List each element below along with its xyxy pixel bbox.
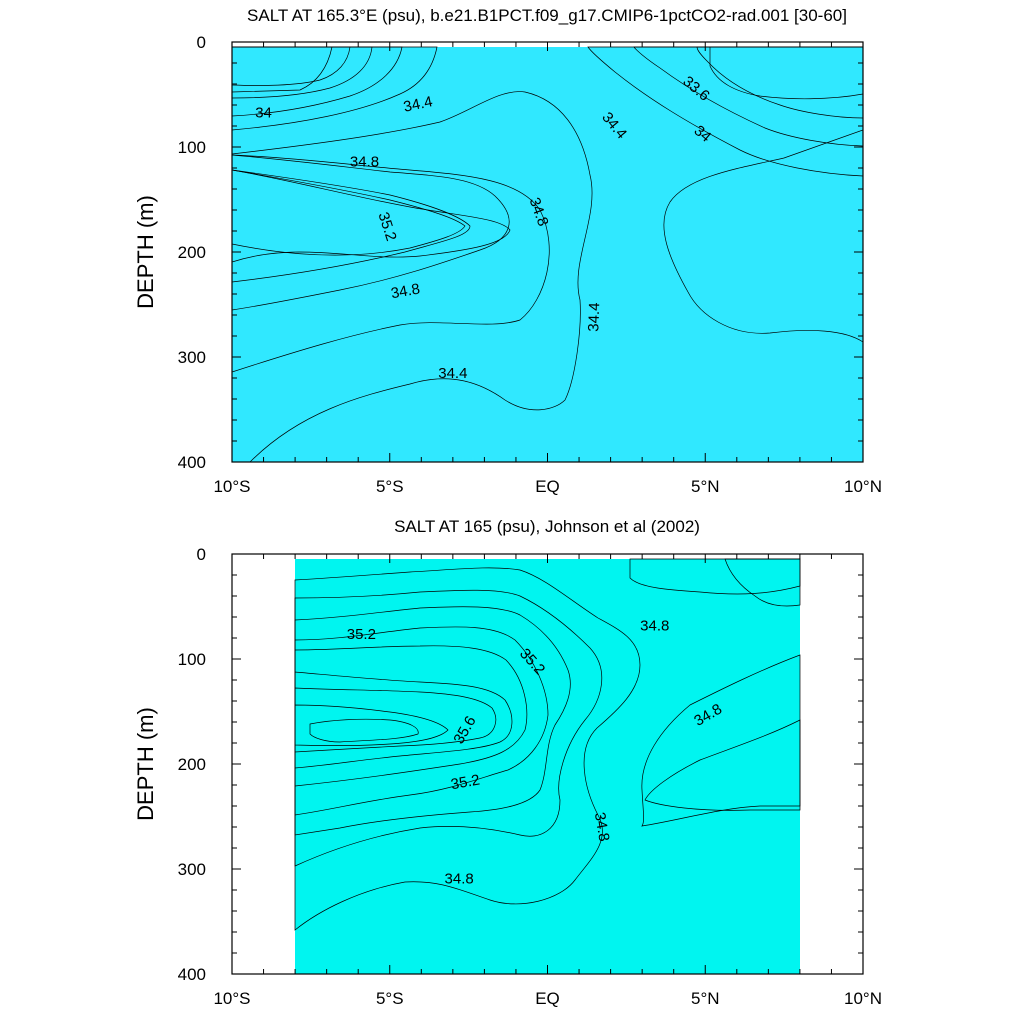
y-tick-label: 200 <box>178 755 206 774</box>
x-tick-label: 5°N <box>691 477 720 496</box>
model-contour-field <box>232 47 863 462</box>
x-tick-label: 5°S <box>376 989 404 1008</box>
contour-label: 34 <box>255 104 272 121</box>
x-tick-label: 10°N <box>844 477 882 496</box>
model-panel-title: SALT AT 165.3°E (psu), b.e21.B1PCT.f09_g… <box>247 6 847 25</box>
x-tick-label: 5°N <box>691 989 720 1008</box>
y-tick-label: 0 <box>197 33 206 52</box>
y-tick-label: 400 <box>178 965 206 984</box>
observed-contour-field <box>295 559 800 974</box>
observed-panel-y-axis-label: DEPTH (m) <box>133 707 158 821</box>
model-panel-y-axis-label: DEPTH (m) <box>133 195 158 309</box>
model-salinity-field-background <box>232 47 863 462</box>
contour-label: 34.4 <box>585 302 603 332</box>
contour-label: 34.8 <box>350 154 379 171</box>
x-tick-label: 5°S <box>376 477 404 496</box>
contour-label: 34.4 <box>438 365 467 382</box>
x-tick-label: EQ <box>535 477 560 496</box>
x-tick-label: EQ <box>535 989 560 1008</box>
observed-panel-title: SALT AT 165 (psu), Johnson et al (2002) <box>394 517 700 536</box>
x-tick-label: 10°S <box>213 477 250 496</box>
y-tick-label: 200 <box>178 243 206 262</box>
observed-salinity-field-background <box>295 559 800 974</box>
y-tick-label: 100 <box>178 138 206 157</box>
contour-label: 35.2 <box>347 626 376 643</box>
contour-label: 34.8 <box>445 870 474 887</box>
x-tick-label: 10°N <box>844 989 882 1008</box>
y-tick-label: 300 <box>178 860 206 879</box>
y-tick-label: 100 <box>178 650 206 669</box>
y-tick-label: 400 <box>178 453 206 472</box>
observed-salinity-panel: SALT AT 165 (psu), Johnson et al (2002) … <box>133 517 882 1008</box>
y-tick-label: 300 <box>178 348 206 367</box>
model-salinity-panel: SALT AT 165.3°E (psu), b.e21.B1PCT.f09_g… <box>133 6 882 496</box>
contour-label: 34.8 <box>640 617 669 634</box>
x-tick-label: 10°S <box>213 989 250 1008</box>
y-tick-label: 0 <box>197 545 206 564</box>
